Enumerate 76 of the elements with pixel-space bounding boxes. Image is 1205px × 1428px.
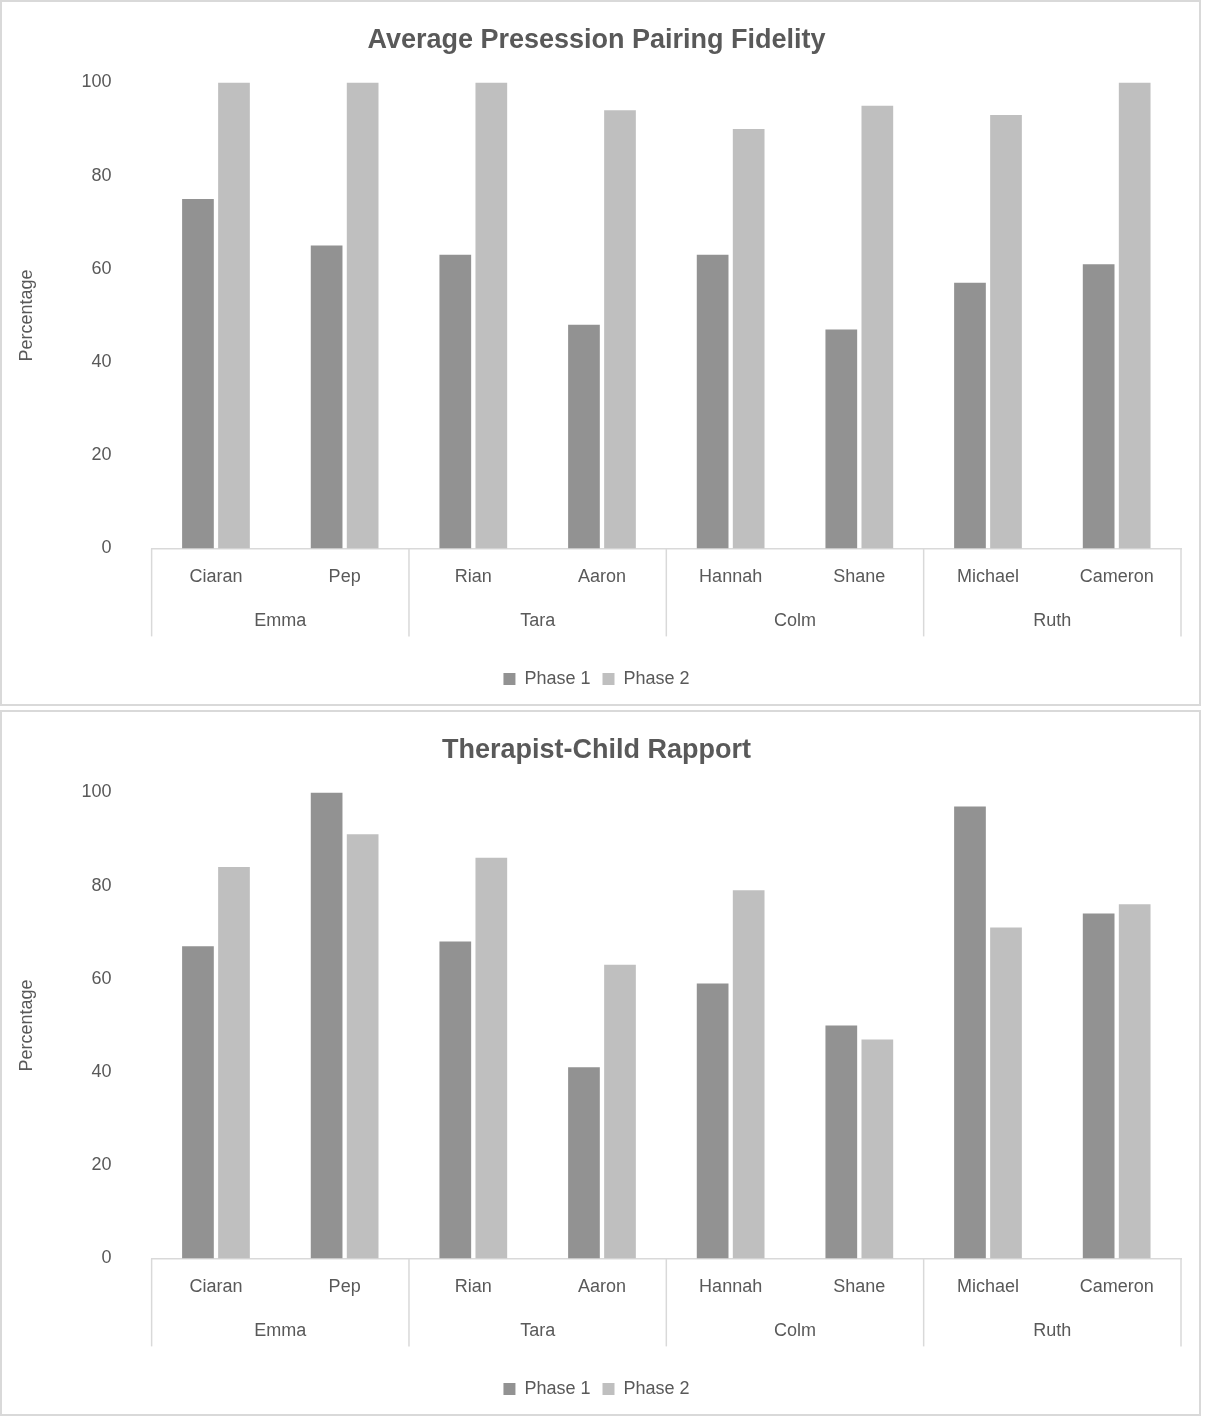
x-tick-label: Michael [956,1276,1020,1297]
bar [1082,264,1115,549]
bar [990,927,1022,1259]
chart-title: Average Presession Pairing Fidelity [367,23,826,54]
y-tick-label: 20 [91,444,112,465]
bar [310,245,343,549]
legend-label: Phase 1 [524,667,591,688]
x-tick-label: Ciaran [189,566,243,587]
bar [732,129,765,549]
x-tick-label: Pep [328,566,361,587]
bar [182,198,214,549]
bar [475,82,508,549]
x-tick-label: Hannah [699,1276,763,1297]
bar [346,834,379,1259]
x-tick-label: Rian [454,1276,492,1297]
y-axis-title: Percentage [15,979,36,1072]
bar [568,1067,600,1259]
bar [568,324,600,549]
y-axis-title: Percentage [15,269,36,362]
bar [954,282,986,549]
text: Colm [773,610,816,631]
bar [346,82,379,549]
text: Tara [520,610,557,631]
x-tick-label: Cameron [1079,1276,1154,1297]
y-tick-label: 100 [81,71,112,92]
bar [218,866,250,1259]
legend-label: Phase 2 [623,1377,690,1398]
bar [1118,82,1151,549]
text: Tara [520,1320,557,1341]
bar [732,890,765,1259]
bar [696,983,729,1259]
text: Ruth [1033,610,1072,631]
bar [182,946,214,1259]
legend-label: Phase 2 [623,667,690,688]
y-tick-label: 60 [91,257,112,278]
chart-title: Therapist-Child Rapport [442,733,752,764]
x-tick-label: Aaron [577,566,626,587]
y-tick-label: 0 [101,537,112,558]
text: Ruth [1033,1320,1072,1341]
bar [861,1039,894,1259]
bar [439,254,472,549]
text: Emma [254,610,308,631]
x-tick-label: Rian [454,566,492,587]
text: Emma [254,1320,308,1341]
bar [954,806,986,1259]
y-tick-label: 40 [91,1060,112,1081]
x-tick-label: Shane [833,566,886,587]
y-tick-label: 80 [91,164,112,185]
bar [1082,913,1115,1259]
bar [475,857,508,1259]
x-tick-label: Ciaran [189,1276,243,1297]
bar [825,329,858,549]
bar [310,792,343,1259]
y-tick-label: 40 [91,350,112,371]
y-tick-label: 100 [81,781,112,802]
x-tick-label: Cameron [1079,566,1154,587]
bar [990,115,1022,549]
legend-label: Phase 1 [524,1377,591,1398]
x-tick-label: Aaron [577,1276,626,1297]
bar [604,964,636,1259]
bar [604,110,636,549]
bar [696,254,729,549]
bar [1118,904,1151,1259]
bar [825,1025,858,1259]
y-tick-label: 0 [101,1247,112,1268]
x-tick-label: Shane [833,1276,886,1297]
x-tick-label: Pep [328,1276,361,1297]
bar [218,82,250,549]
x-tick-label: Hannah [699,566,763,587]
bar [861,105,894,549]
y-tick-label: 20 [91,1154,112,1175]
y-tick-label: 80 [91,874,112,895]
text: Colm [773,1320,816,1341]
y-tick-label: 60 [91,967,112,988]
bar [439,941,472,1259]
x-tick-label: Michael [956,566,1020,587]
